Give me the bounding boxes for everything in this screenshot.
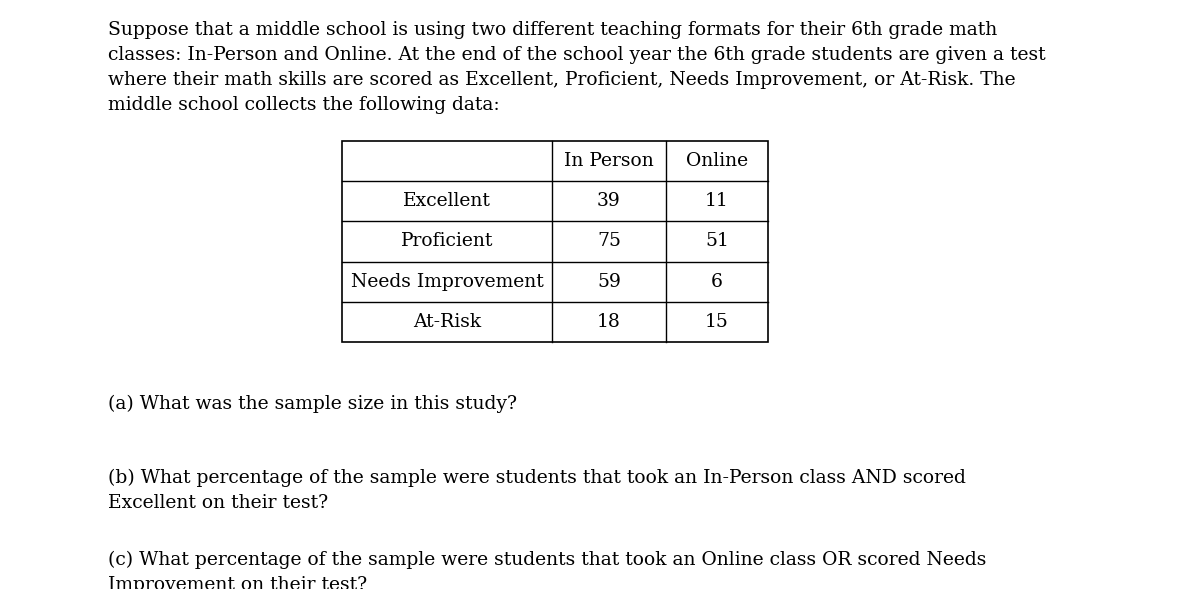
Text: At-Risk: At-Risk — [413, 313, 481, 330]
Text: 39: 39 — [598, 193, 620, 210]
Text: Online: Online — [686, 153, 748, 170]
Text: 51: 51 — [706, 233, 728, 250]
Text: 59: 59 — [598, 273, 620, 290]
Bar — [342, 141, 768, 342]
Text: 11: 11 — [706, 193, 728, 210]
Text: Suppose that a middle school is using two different teaching formats for their 6: Suppose that a middle school is using tw… — [108, 21, 1045, 114]
Text: Proficient: Proficient — [401, 233, 493, 250]
Text: Excellent: Excellent — [403, 193, 491, 210]
Text: 15: 15 — [706, 313, 728, 330]
Text: (c) What percentage of the sample were students that took an Online class OR sco: (c) What percentage of the sample were s… — [108, 551, 986, 589]
Text: 75: 75 — [596, 233, 622, 250]
Text: 18: 18 — [598, 313, 620, 330]
Text: 6: 6 — [712, 273, 722, 290]
Text: (a) What was the sample size in this study?: (a) What was the sample size in this stu… — [108, 395, 517, 413]
Text: Needs Improvement: Needs Improvement — [350, 273, 544, 290]
Text: In Person: In Person — [564, 153, 654, 170]
Text: (b) What percentage of the sample were students that took an In-Person class AND: (b) What percentage of the sample were s… — [108, 468, 966, 511]
